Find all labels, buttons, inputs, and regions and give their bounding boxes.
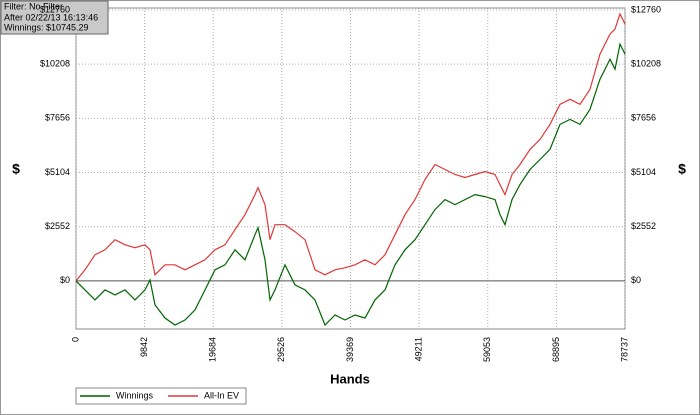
y-tick-label: $7656	[45, 113, 70, 123]
x-tick-label: 68895	[551, 337, 561, 362]
y-tick-label: $0	[60, 275, 70, 285]
x-tick-label: 0	[70, 337, 80, 342]
x-tick-label: 59053	[482, 337, 492, 362]
y-tick-label: $5104	[631, 167, 656, 177]
x-tick-label: 49211	[414, 337, 424, 361]
x-tick-label: 19684	[208, 337, 218, 362]
info-box	[0, 0, 109, 35]
y-tick-label: $12760	[631, 4, 661, 14]
x-tick-label: 9842	[139, 337, 149, 357]
y-tick-label: $7656	[631, 113, 656, 123]
series-line	[75, 42, 626, 327]
y-tick-label: $2552	[631, 221, 656, 231]
x-tick-label: 78737	[619, 337, 629, 362]
legend	[75, 387, 247, 405]
x-tick-label: 39369	[345, 337, 355, 362]
y-tick-label: $2552	[45, 221, 70, 231]
x-tick-label: 29526	[276, 337, 286, 362]
legend-label: Winnings	[116, 390, 154, 400]
y-tick-label: $10208	[631, 59, 661, 69]
legend-items: Winnings All-In EV	[80, 390, 239, 400]
y-tick-label: $5104	[45, 167, 70, 177]
info-text: Winnings: $10745.29	[4, 22, 89, 32]
x-axis-title: Hands	[330, 371, 370, 386]
series-line	[75, 12, 626, 282]
lines	[75, 12, 626, 327]
info-text: After 02/22/13 16:13:46	[4, 12, 98, 22]
y-tick-label: $10208	[40, 59, 70, 69]
legend-label: All-In EV	[204, 390, 239, 400]
info-text: Filter: No Filter	[4, 1, 63, 11]
y-tick-label: $0	[631, 275, 641, 285]
y-axis-title: $	[678, 161, 686, 177]
y-axis-title: $	[12, 161, 20, 177]
grid	[75, 8, 626, 329]
y-tick-label: $12760	[40, 4, 70, 14]
